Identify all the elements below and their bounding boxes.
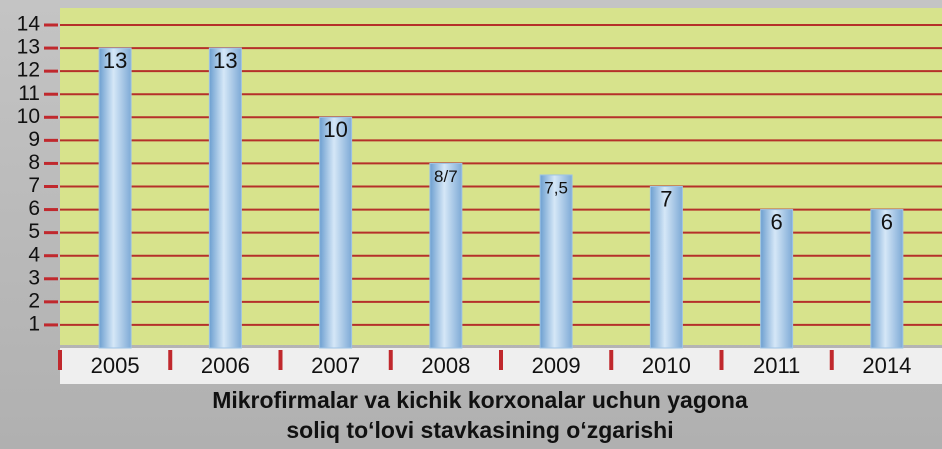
- bar: [319, 116, 353, 349]
- bar: [649, 186, 683, 349]
- x-tick-label: 2006: [201, 353, 250, 378]
- bar: [870, 209, 904, 349]
- y-tick-label: 2: [28, 289, 40, 312]
- y-tick-label: 8: [28, 151, 40, 174]
- y-tick-label: 9: [28, 128, 40, 151]
- plot-area: [60, 8, 942, 345]
- bar: [429, 162, 463, 349]
- x-tick-label: 2009: [532, 353, 581, 378]
- y-tick-label: 7: [28, 174, 40, 197]
- value-label: 13: [213, 48, 237, 73]
- value-label: 10: [323, 117, 347, 142]
- bar: [208, 47, 242, 349]
- x-tick-label: 2010: [642, 353, 691, 378]
- chart-title-line: soliq to‘lovi stavkasining o‘zgarishi: [286, 417, 673, 443]
- value-label: 7: [660, 186, 672, 211]
- x-tick-label: 2005: [91, 353, 140, 378]
- value-label: 6: [881, 209, 893, 234]
- y-tick-label: 13: [17, 36, 40, 59]
- bar: [539, 174, 573, 349]
- y-tick-label: 12: [17, 59, 40, 82]
- bar: [98, 47, 132, 349]
- x-tick-label: 2007: [311, 353, 360, 378]
- y-tick-label: 1: [28, 312, 40, 335]
- y-tick-label: 14: [17, 13, 41, 36]
- value-label: 13: [103, 48, 127, 73]
- value-label: 8/7: [434, 167, 458, 186]
- value-label: 6: [771, 209, 783, 234]
- x-tick-label: 2014: [862, 353, 911, 378]
- y-tick-label: 11: [18, 82, 40, 105]
- y-tick-label: 10: [17, 105, 40, 128]
- value-label: 7,5: [544, 178, 568, 197]
- chart-title-line: Mikrofirmalar va kichik korxonalar uchun…: [212, 387, 748, 413]
- y-tick-label: 4: [28, 243, 40, 266]
- x-tick-label: 2008: [421, 353, 470, 378]
- x-tick-label: 2011: [753, 353, 800, 378]
- y-tick-label: 6: [28, 197, 40, 220]
- y-tick-label: 3: [28, 266, 40, 289]
- bar: [760, 209, 794, 349]
- y-tick-label: 5: [28, 220, 40, 243]
